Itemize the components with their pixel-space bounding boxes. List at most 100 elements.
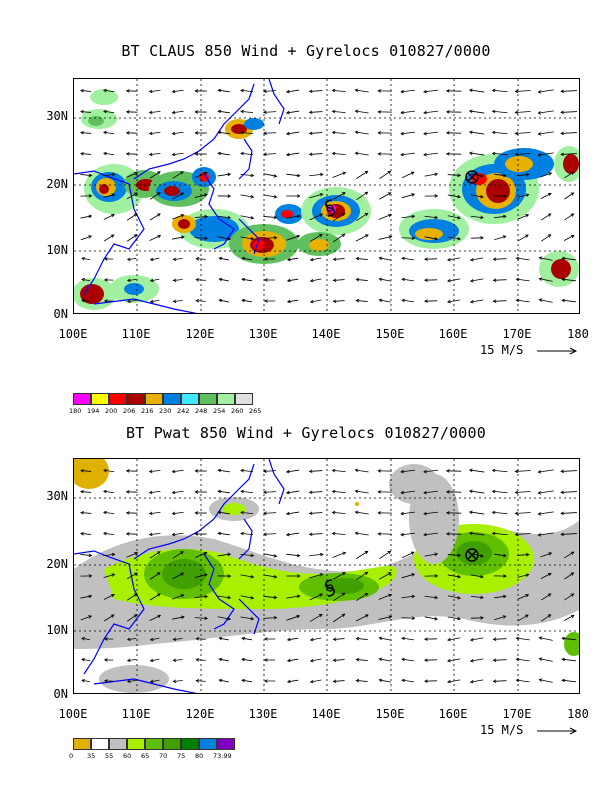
wind-vector (217, 173, 231, 177)
wind-vector (492, 131, 508, 135)
wind-vector (492, 532, 508, 536)
wind-vector (538, 469, 554, 473)
wind-vector (516, 257, 530, 261)
wind-vector-head (342, 171, 347, 176)
wind-vector (355, 110, 369, 114)
wind-vector-head (319, 593, 324, 597)
wind-vector (401, 511, 415, 515)
wind-vector-head (88, 194, 93, 198)
wind-vector (423, 469, 439, 473)
wind-vector-head (445, 490, 450, 494)
wind-vector-head (342, 551, 347, 556)
wind-vector-head (424, 637, 428, 641)
wind-vector-head (264, 257, 268, 261)
wind-vector (172, 214, 184, 220)
bottom-lon-label: 120E (185, 707, 215, 721)
wind-vector-head (354, 531, 359, 536)
colorbar-label: 75 (177, 752, 186, 760)
wind-vector (309, 512, 323, 514)
top-lon-label: 150E (375, 327, 405, 341)
wind-vector (149, 192, 161, 200)
wind-vector-head (171, 511, 176, 516)
wind-vector (355, 614, 369, 622)
wind-vector (126, 192, 138, 200)
wind-vector (126, 213, 138, 221)
bottom-lon-label: 130E (248, 707, 278, 721)
wind-vector-head (110, 234, 115, 238)
wind-vector-head (204, 236, 209, 241)
wind-vector-head (411, 193, 416, 197)
wind-vector (447, 574, 461, 578)
wind-vector (287, 679, 299, 683)
wind-vector-head (331, 151, 336, 156)
wind-vector-head (103, 531, 107, 536)
wind-vector-head (103, 130, 107, 135)
wind-vector (355, 89, 369, 93)
wind-vector-head (103, 151, 107, 156)
wind-vector (287, 257, 299, 261)
wind-vector (263, 132, 277, 134)
wind-vector-head (447, 658, 451, 663)
wind-vector (217, 236, 231, 240)
wind-vector-head (537, 470, 542, 474)
wind-vector (286, 490, 300, 494)
wind-vector-head (355, 256, 360, 261)
wind-vector-head (308, 152, 313, 157)
wind-vector-head (377, 490, 382, 494)
wind-vector-head (180, 572, 185, 576)
wind-vector-head (548, 192, 552, 197)
wind-vector (127, 258, 137, 260)
wind-vector-head (355, 298, 360, 303)
wind-vector-head (447, 679, 451, 684)
wind-vector (263, 553, 277, 557)
wind-vector-head (480, 595, 484, 600)
wind-vector-head (80, 489, 84, 494)
wind-vector-head (148, 469, 153, 474)
wind-vector-head (502, 594, 507, 599)
wind-vector (540, 593, 552, 601)
wind-vector (172, 511, 184, 515)
wind-vector-head (364, 550, 369, 555)
colorbar-swatch (145, 738, 163, 750)
wind-vector (469, 152, 485, 156)
top-panel-title: BT CLAUS 850 Wind + Gyrelocs 010827/0000 (121, 42, 491, 60)
wind-vector (103, 131, 115, 135)
wind-vector-head (401, 657, 406, 662)
wind-vector (469, 110, 485, 114)
wind-vector-head (378, 298, 383, 303)
wind-vector (401, 152, 415, 156)
wind-vector-head (273, 595, 278, 600)
wind-vector-head (204, 616, 209, 621)
wind-vector (309, 593, 323, 601)
colorbar-swatch (91, 393, 109, 405)
wind-vector (286, 532, 300, 536)
wind-vector-head (157, 593, 161, 597)
wind-vector-head (194, 511, 199, 515)
wind-vector (173, 279, 183, 281)
wind-vector (240, 110, 254, 114)
wind-vector-head (81, 636, 85, 641)
wind-vector-head (181, 235, 185, 240)
wind-vector (401, 469, 415, 473)
wind-vector-head (240, 151, 244, 156)
wind-vector-head (218, 277, 223, 282)
wind-vector-head (354, 88, 359, 93)
wind-vector-head (203, 551, 208, 556)
wind-vector-head (111, 213, 115, 218)
wind-vector (263, 574, 277, 578)
wind-vector (563, 235, 575, 241)
wind-vector (149, 469, 161, 473)
colorbar-swatch (145, 393, 163, 405)
wind-vector-head (332, 658, 337, 663)
wind-vector-head (502, 173, 507, 178)
wind-vector-head (103, 88, 107, 93)
colorbar-swatch (163, 738, 181, 750)
wind-vector-head (88, 594, 93, 599)
wind-vector (172, 89, 184, 93)
wind-vector (80, 90, 92, 92)
wind-vector-head (88, 615, 93, 619)
wind-vector (149, 110, 161, 114)
bottom-lon-label: 170E (502, 707, 532, 721)
wind-vector (492, 110, 508, 114)
wind-vector (219, 679, 229, 683)
